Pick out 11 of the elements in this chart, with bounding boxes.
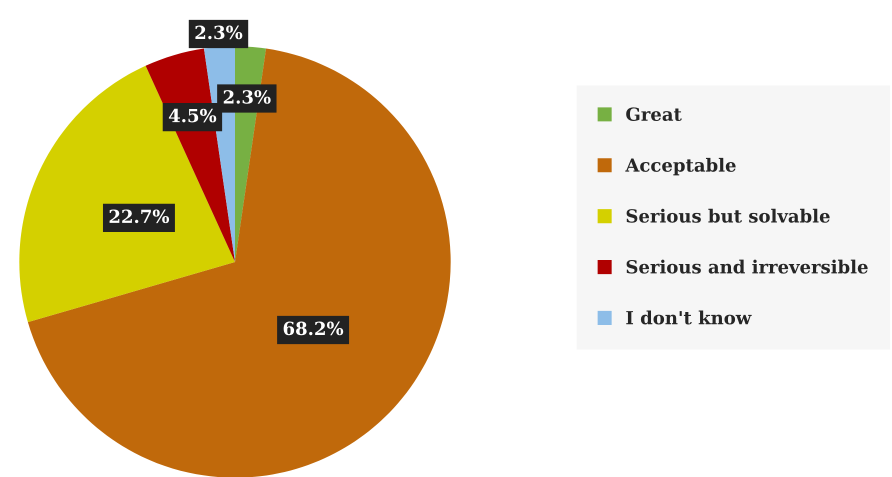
legend-label: Acceptable xyxy=(625,158,736,176)
legend-label: Serious and irreversible xyxy=(626,260,868,274)
legend-label: I don't know xyxy=(626,310,752,325)
legend-label: Great xyxy=(626,107,682,121)
data-label: 2.3% xyxy=(195,26,242,40)
pie-slice xyxy=(28,48,451,477)
data-label: 22.7% xyxy=(110,209,170,224)
data-label: 2.3% xyxy=(224,90,271,104)
legend-label: Serious but solvable xyxy=(626,208,830,223)
data-label: 4.5% xyxy=(168,108,216,122)
data-label: 68.2% xyxy=(284,322,344,336)
